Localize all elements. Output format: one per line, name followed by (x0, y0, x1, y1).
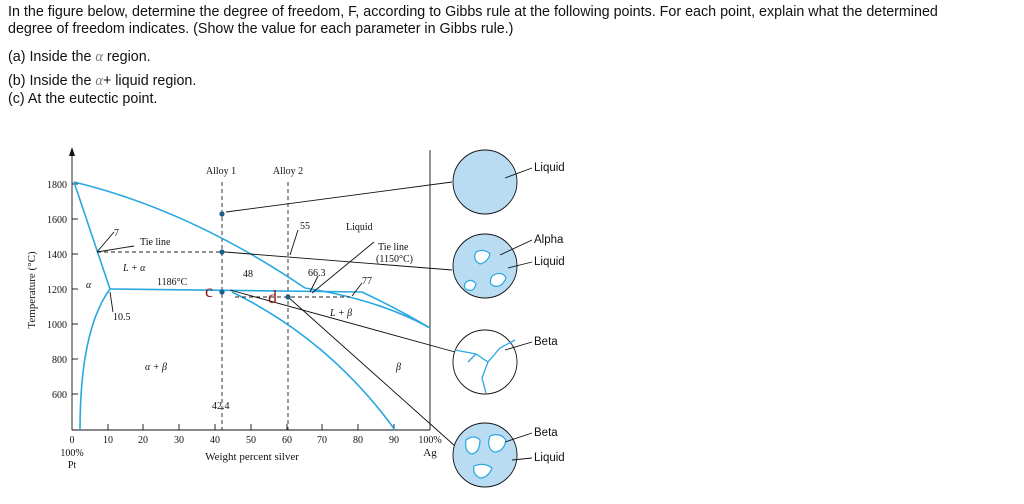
l-beta-label: L + β (329, 308, 352, 319)
value-66-3: 66.3 (308, 268, 326, 279)
mark-c: c (205, 281, 213, 301)
l-alpha-label: L + α (122, 263, 146, 274)
leader-2 (224, 251, 453, 271)
tie-line-label: Tie line (140, 237, 171, 248)
micro-label-alpha: Alpha (534, 234, 564, 246)
point-tie (219, 249, 225, 255)
alloy1-label: Alloy 1 (206, 166, 236, 177)
eutectic-line (109, 288, 363, 293)
xtick-label: 20 (138, 435, 148, 446)
value-42-4: 42.4 (212, 401, 230, 412)
alpha-symbol: α (95, 49, 103, 65)
alpha-solvus (79, 288, 111, 431)
y-axis-label: Temperature (°C) (26, 251, 38, 329)
leader-3 (229, 289, 456, 353)
solidus-alpha (73, 181, 111, 290)
y-axis-arrow (69, 147, 75, 156)
micrograph-beta-liquid (452, 422, 518, 488)
liquidus-left (73, 181, 306, 289)
micrograph-beta (452, 329, 518, 395)
ytick-label: 1600 (47, 215, 67, 226)
xtick-label: 90 (389, 435, 399, 446)
x-axis-label: Weight percent silver (205, 451, 299, 463)
question-line-2: degree of freedom indicates. (Show the v… (8, 21, 514, 37)
micro-label-beta: Beta (534, 336, 558, 348)
tie-line-right-temp: (1150°C) (376, 254, 413, 265)
beta-solvus (231, 291, 396, 431)
ytick-label: 1200 (47, 285, 67, 296)
value-55: 55 (300, 221, 310, 232)
micro-label-liquid-2: Liquid (534, 256, 565, 268)
value-48: 48 (243, 269, 253, 280)
value-77: 77 (362, 276, 372, 287)
alpha-symbol: α (95, 73, 103, 89)
xtick-label: 40 (210, 435, 220, 446)
mark-d: d (268, 287, 277, 307)
micrograph-liquid (452, 149, 518, 215)
point-c (219, 289, 225, 295)
ytick-label: 800 (52, 355, 67, 366)
eutectic-temp-label: 1186°C (157, 277, 188, 288)
micro-label-liquid: Liquid (534, 162, 565, 174)
value-10-5: 10.5 (113, 312, 131, 323)
xtick-label: 60 (282, 435, 292, 446)
y-ticks (72, 183, 78, 395)
part-a: (a) Inside the α region. (8, 49, 151, 65)
leader-1 (225, 181, 453, 213)
alpha-label: α (86, 280, 92, 291)
xtick-label: 0 (70, 435, 75, 446)
xtick-label: 80 (353, 435, 363, 446)
micro-label-liquid-3: Liquid (534, 452, 565, 464)
x-ticks (107, 424, 395, 430)
xtick-label: 10 (103, 435, 113, 446)
value-7: 7 (114, 228, 119, 239)
beta-label: β (395, 362, 401, 373)
ytick-label: 1400 (47, 250, 67, 261)
ytick-label: 1000 (47, 320, 67, 331)
leader-4 (287, 296, 456, 447)
micrograph-alpha-liquid (452, 233, 518, 299)
xtick-label: 70 (317, 435, 327, 446)
ytick-label: 1800 (47, 180, 67, 191)
xtick-label: 30 (174, 435, 184, 446)
alpha-beta-label: α + β (145, 362, 167, 373)
alloy2-label: Alloy 2 (273, 166, 303, 177)
point-d (285, 294, 291, 300)
left-end-label: 100% (60, 448, 83, 459)
micro-label-beta-2: Beta (534, 427, 558, 439)
ytick-label: 600 (52, 390, 67, 401)
liquid-region-label: Liquid (346, 222, 373, 233)
part-c: (c) At the eutectic point. (8, 91, 158, 107)
tie-line-right-label: Tie line (378, 242, 409, 253)
left-end-label: Pt (68, 460, 77, 471)
question-line-1: In the figure below, determine the degre… (8, 4, 938, 20)
xtick-label: 50 (246, 435, 256, 446)
right-end-label: Ag (423, 447, 437, 459)
point-liquid (219, 211, 225, 217)
right-end-label: 100% (418, 435, 441, 446)
part-b: (b) Inside the α+ liquid region. (8, 73, 197, 89)
beta-solidus (361, 291, 431, 329)
